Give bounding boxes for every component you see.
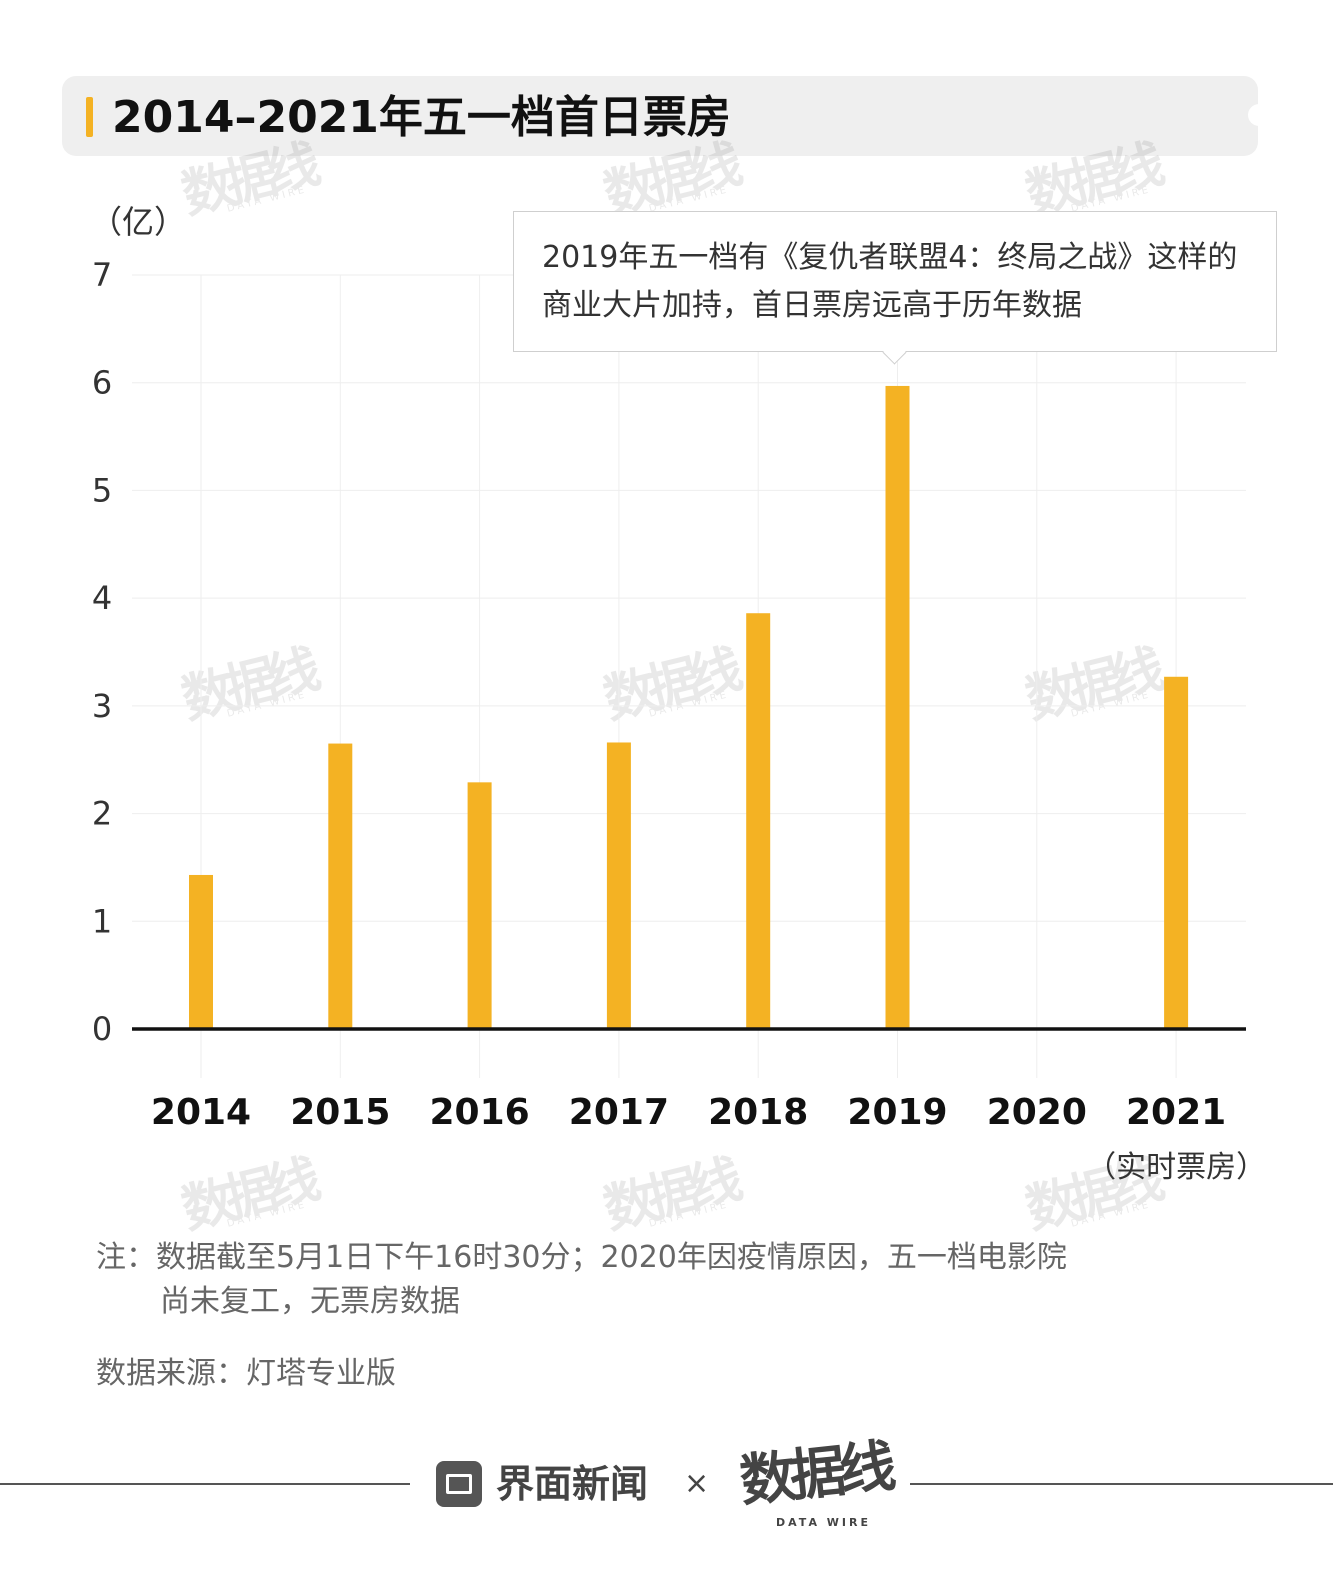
x-tick-label: 2014	[151, 1092, 251, 1133]
footnote-line-2: 尚未复工，无票房数据	[160, 1284, 460, 1319]
x-tick-label: 2016	[429, 1092, 529, 1133]
jiemian-logo-text: 界面新闻	[496, 1462, 649, 1506]
datawire-logo: 数据线	[736, 1434, 893, 1515]
y-unit-label: （亿）	[90, 203, 186, 241]
footer-divider-left	[0, 1483, 410, 1485]
x-tick-label: 2015	[290, 1092, 390, 1133]
x-sublabel: （实时票房）	[1086, 1150, 1266, 1185]
x-tick-label: 2017	[569, 1092, 669, 1133]
footnote-line-1: 注：数据截至5月1日下午16时30分；2020年因疫情原因，五一档电影院	[96, 1240, 1067, 1275]
bar-2016	[467, 782, 492, 1029]
data-source: 数据来源：灯塔专业版	[96, 1356, 396, 1391]
bar-chart: 0 1 2 3 4 5 6 7 （亿） 2014 2015 2016 2017 2018 2019 2020 2…	[90, 203, 1266, 1185]
y-tick-label: 7	[92, 256, 112, 294]
chart-title: 2014–2021年五一档首日票房	[112, 92, 731, 143]
bar-2017	[606, 742, 631, 1029]
annotation-callout: 2019年五一档有《复仇者联盟4：终局之战》这样的商业大片加持，首日票房远高于历…	[513, 211, 1277, 365]
y-tick-label: 5	[92, 471, 112, 509]
datawire-logo-subtitle: DATA WIRE	[776, 1516, 871, 1529]
bar-2021	[1164, 676, 1189, 1029]
y-tick-label: 2	[92, 795, 112, 833]
bar-2018	[746, 613, 771, 1029]
y-tick-label: 4	[92, 579, 112, 617]
footer-divider-right	[910, 1483, 1333, 1485]
y-tick-label: 3	[92, 687, 112, 725]
footnote: 注：数据截至5月1日下午16时30分；2020年因疫情原因，五一档电影院 尚未复…	[96, 1236, 1196, 1324]
x-tick-label: 2019	[847, 1092, 947, 1133]
jiemian-logo-icon	[436, 1461, 482, 1507]
x-tick-label: 2021	[1126, 1092, 1226, 1133]
y-tick-label: 0	[92, 1010, 112, 1048]
logo-separator: ×	[684, 1466, 710, 1501]
annotation-text: 2019年五一档有《复仇者联盟4：终局之战》这样的商业大片加持，首日票房远高于历…	[542, 240, 1238, 323]
x-tick-label: 2018	[708, 1092, 808, 1133]
y-tick-label: 6	[92, 364, 112, 402]
y-tick-label: 1	[92, 902, 112, 940]
x-tick-label: 2020	[987, 1092, 1087, 1133]
bar-2014	[189, 874, 213, 1029]
title-accent-bar	[86, 97, 93, 137]
bar-2015	[328, 743, 353, 1029]
title-bar-notch	[1248, 104, 1270, 126]
bar-2019	[885, 385, 910, 1030]
title-bar	[62, 76, 1258, 156]
